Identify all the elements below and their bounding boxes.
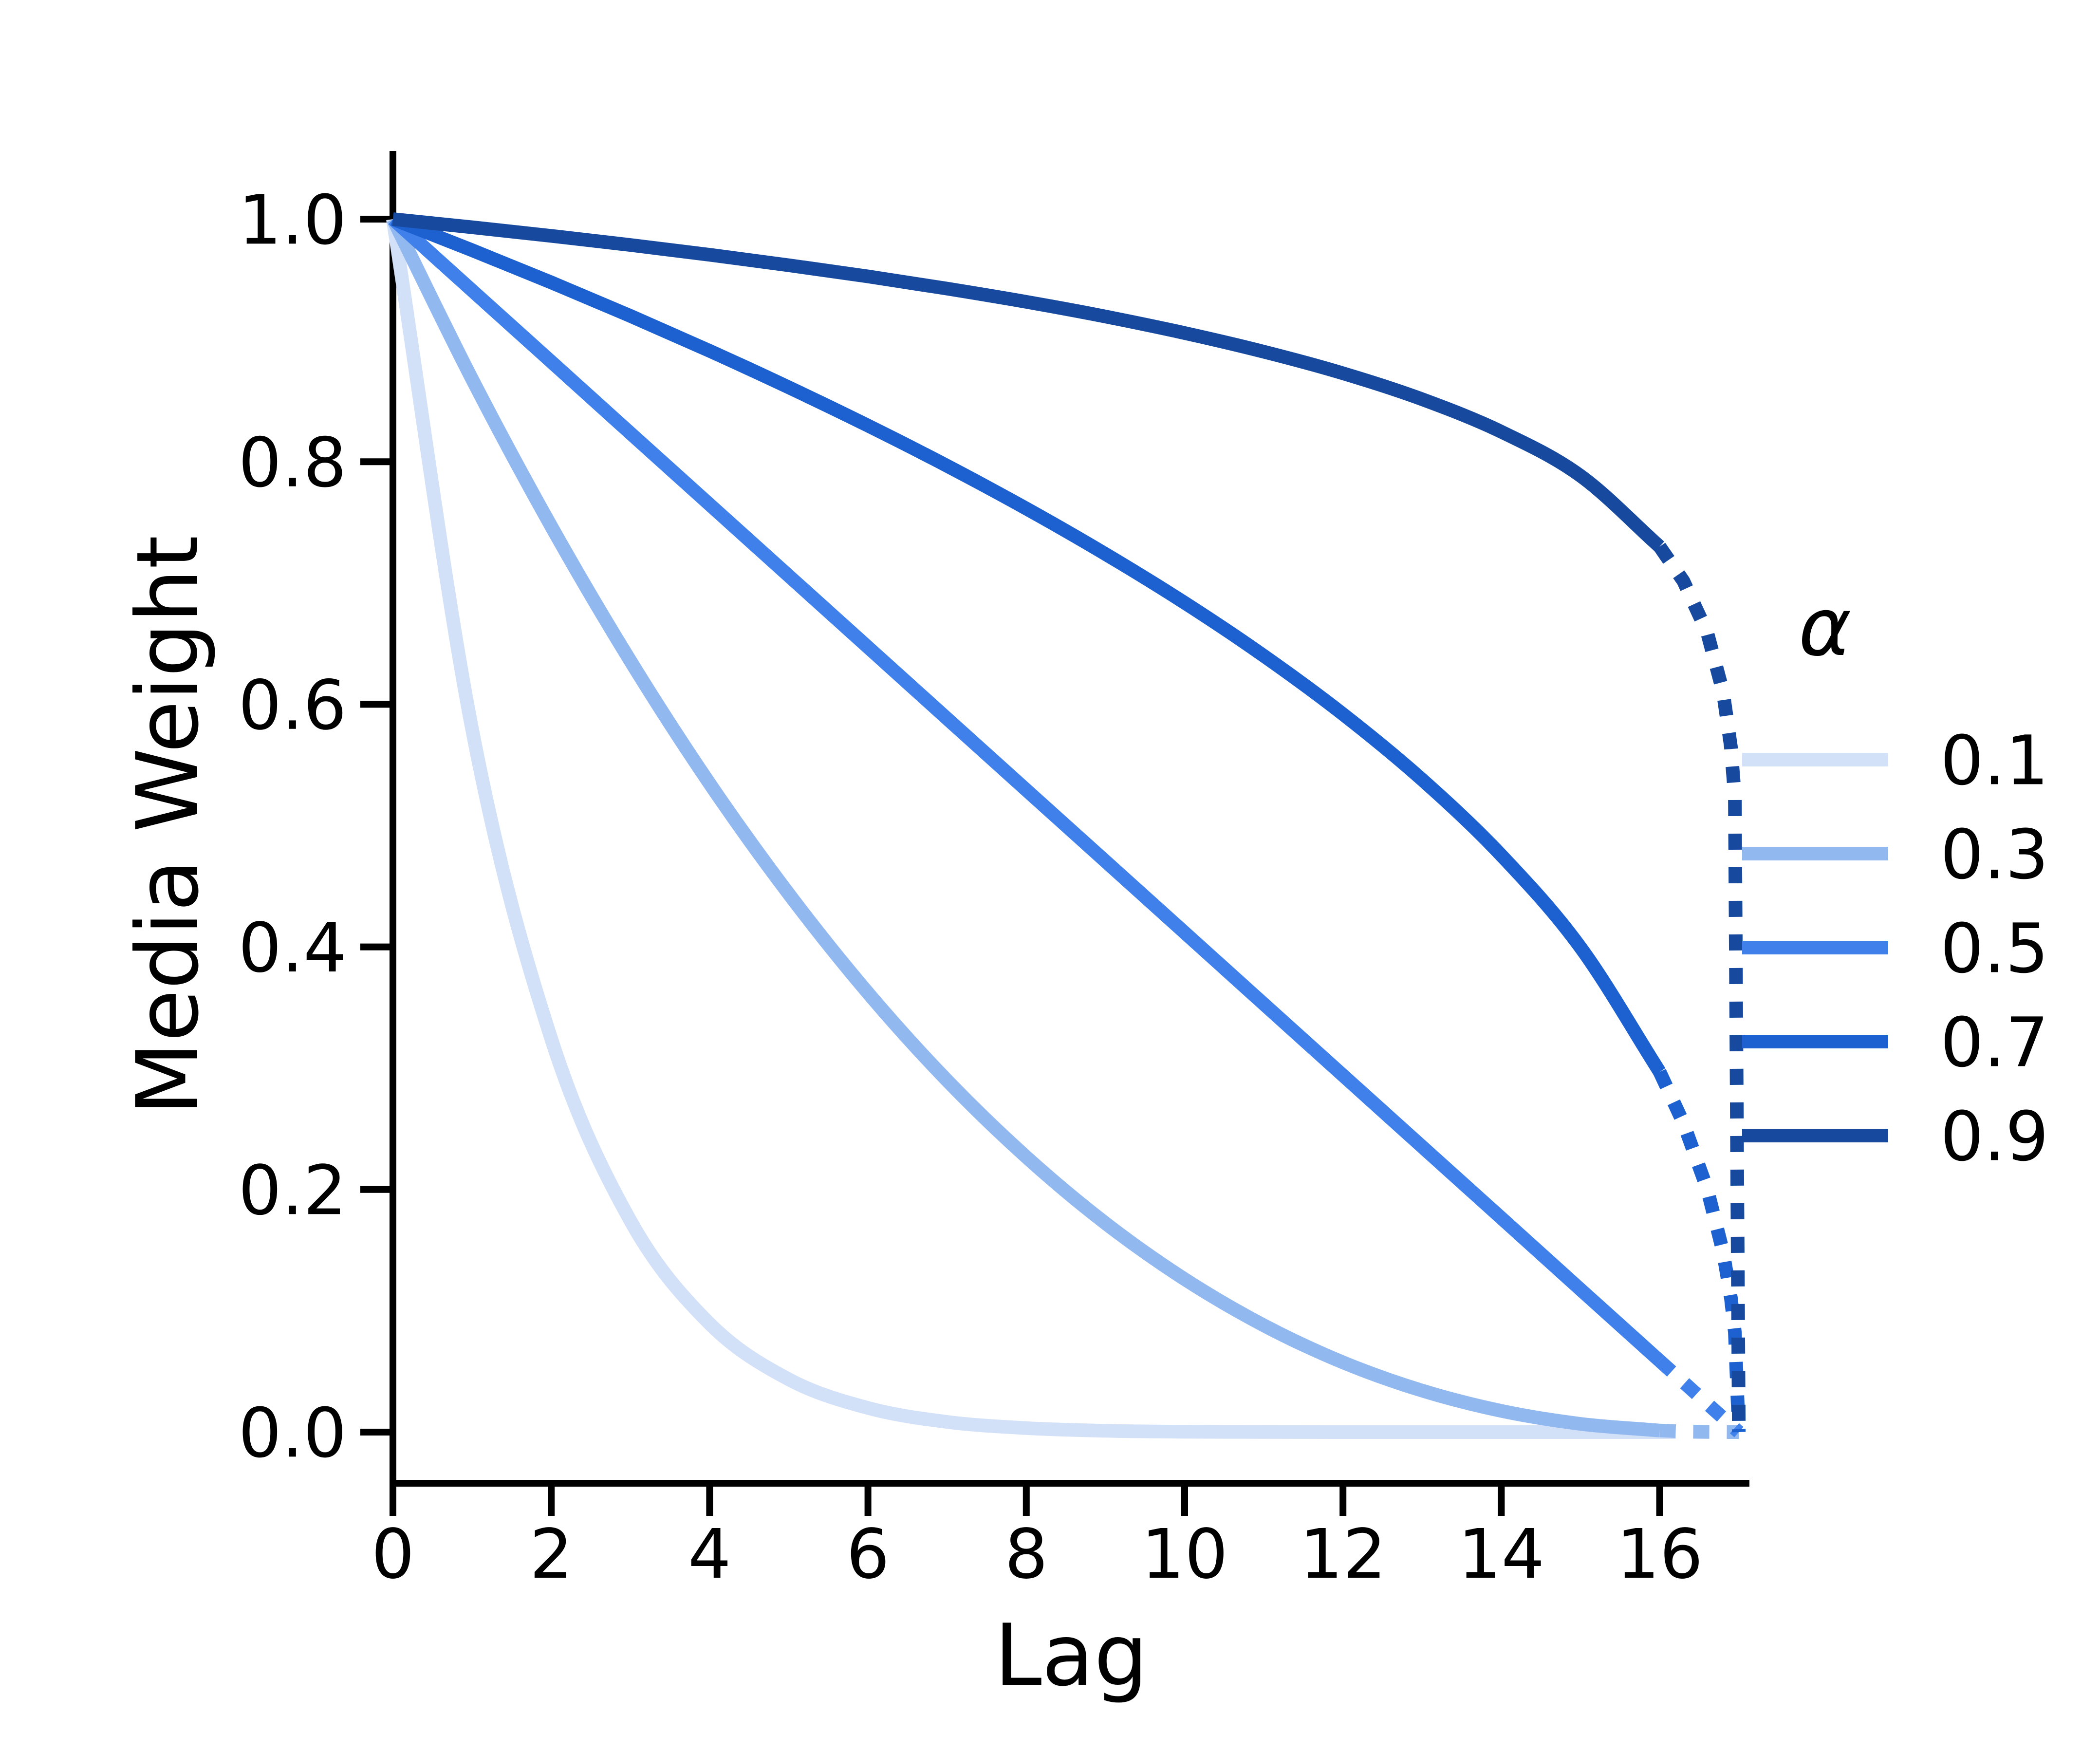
legend-label: 0.3 <box>1940 815 2049 895</box>
legend-entry: 0.9 <box>1742 1097 2049 1176</box>
x-tick-label: 12 <box>1300 1515 1386 1594</box>
y-tick-label: 0.8 <box>238 424 347 503</box>
y-tick-label: 0.2 <box>238 1151 347 1231</box>
curve-alpha-0.1-solid <box>386 218 1660 1439</box>
x-tick-label: 0 <box>371 1515 414 1594</box>
x-tick-label: 10 <box>1141 1515 1228 1594</box>
x-tick-label: 16 <box>1617 1515 1703 1594</box>
curve-alpha-0.5-dotted-tail <box>1655 1356 1744 1437</box>
curve-alpha-0.9-dotted-tail <box>1654 542 1746 1433</box>
legend-label: 0.9 <box>1940 1097 2049 1176</box>
legend-title: α <box>1799 580 1852 674</box>
y-tick-label: 1.0 <box>238 181 347 260</box>
curve-alpha-0.3-dotted-tail <box>1659 1423 1742 1439</box>
x-tick-label: 4 <box>688 1515 731 1594</box>
legend-label: 0.7 <box>1940 1003 2049 1082</box>
x-tick-label: 8 <box>1004 1515 1048 1594</box>
decay-curves <box>386 212 1746 1439</box>
y-tick-label: 0.4 <box>238 909 347 988</box>
curve-alpha-0.3-solid <box>387 216 1660 1437</box>
x-axis-title: Lag <box>994 1606 1148 1705</box>
legend-label: 0.1 <box>1940 721 2049 801</box>
x-tick-label: 6 <box>846 1515 890 1594</box>
legend: 0.1 0.3 0.5 0.7 0.9 <box>1742 721 2049 1176</box>
legend-entry: 0.1 <box>1742 721 2049 801</box>
axes: 0 2 4 6 8 10 12 14 16 0.0 0.2 0.4 0.6 0.8 1.0 <box>238 151 1749 1594</box>
curve-alpha-0.7-dotted-tail <box>1653 1069 1746 1433</box>
curve-alpha-0.7-solid <box>390 212 1666 1076</box>
x-tick-label: 14 <box>1458 1515 1544 1594</box>
x-tick-label: 2 <box>530 1515 573 1594</box>
legend-entry: 0.7 <box>1742 1003 2049 1082</box>
y-tick-label: 0.6 <box>238 666 347 746</box>
y-tick-label: 0.0 <box>238 1394 347 1473</box>
legend-entry: 0.5 <box>1742 909 2049 988</box>
curve-alpha-0.9-solid <box>392 212 1664 552</box>
y-axis-title: Media Weight <box>119 536 218 1116</box>
curve-alpha-0.5-solid <box>388 214 1664 1366</box>
legend-entry: 0.3 <box>1742 815 2049 895</box>
legend-label: 0.5 <box>1940 909 2049 988</box>
